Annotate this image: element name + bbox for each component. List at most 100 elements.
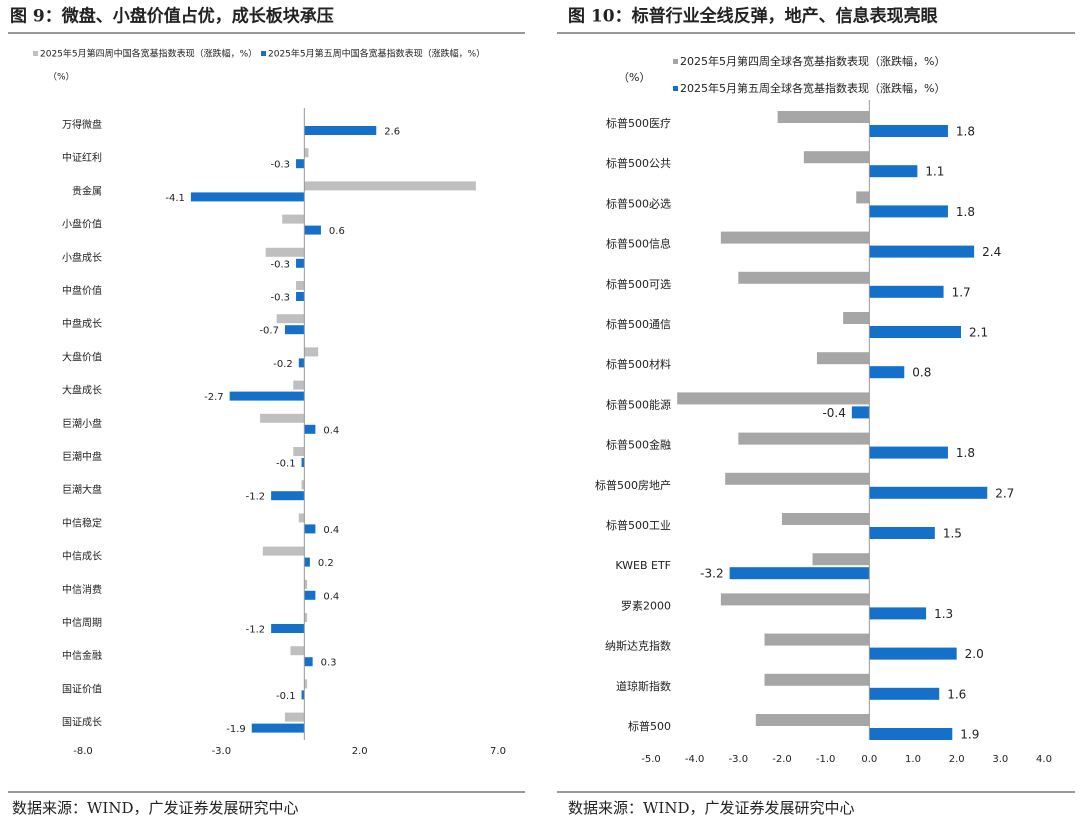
- value-label: 0.4: [323, 525, 339, 536]
- bar: [190, 192, 305, 202]
- bar: [301, 690, 305, 700]
- value-label: -4.1: [165, 193, 185, 204]
- value-label: 1.6: [947, 687, 966, 701]
- bar: [869, 446, 948, 459]
- value-label: 1.5: [943, 527, 962, 541]
- value-label: 2.1: [969, 326, 988, 340]
- bar: [293, 380, 305, 390]
- value-label: -0.4: [822, 406, 845, 420]
- bar: [304, 347, 319, 357]
- bar: [284, 325, 305, 335]
- bar: [276, 314, 305, 324]
- value-label: -3.2: [700, 567, 723, 581]
- unit-label: （%）: [618, 71, 650, 84]
- category-label: 中信消费: [62, 583, 102, 596]
- category-label: 万得微盘: [62, 118, 102, 131]
- bar: [304, 657, 313, 667]
- category-label: 标普500房地产: [595, 478, 671, 492]
- bar: [301, 480, 305, 490]
- bar: [869, 527, 935, 539]
- value-label: 1.8: [956, 125, 975, 139]
- bar: [296, 292, 305, 301]
- bar: [284, 712, 305, 722]
- legend-label: 2025年5月第五周中国各宽基指数表现（涨跌幅，%）: [268, 48, 485, 60]
- category-label: 大盘价值: [62, 350, 102, 363]
- bar: [290, 646, 305, 656]
- value-label: 1.8: [956, 446, 975, 460]
- bar: [296, 159, 305, 169]
- bar: [271, 624, 305, 633]
- bar: [304, 148, 309, 158]
- category-label: 标普500通信: [606, 317, 671, 331]
- legend-swatch: [673, 59, 678, 64]
- value-label: 0.6: [329, 226, 345, 237]
- bar: [293, 447, 305, 456]
- bar: [729, 567, 870, 580]
- bar: [856, 191, 870, 204]
- category-label: 小盘成长: [62, 251, 102, 264]
- category-label: 标普500材料: [606, 357, 671, 371]
- bar: [869, 728, 953, 740]
- chart-title: 图 10：标普行业全线反弹，地产、信息表现亮眼: [568, 6, 938, 27]
- bar: [869, 285, 944, 298]
- legend-swatch: [261, 51, 266, 56]
- bar: [755, 714, 870, 726]
- category-label: 中证红利: [62, 151, 102, 164]
- x-tick-label: 2.0: [352, 746, 368, 757]
- category-label: 巨潮中盘: [62, 450, 102, 463]
- bar: [229, 391, 305, 401]
- x-tick-label: 4.0: [1036, 754, 1052, 765]
- bar: [720, 231, 870, 244]
- category-label: 标普500必选: [606, 196, 671, 210]
- bar: [869, 647, 957, 660]
- x-tick-label: 7.0: [490, 746, 506, 757]
- category-label: 中盘价值: [62, 284, 102, 297]
- legend-label: 2025年5月第五周全球各宽基指数表现（涨跌幅，%）: [680, 81, 945, 95]
- value-label: 1.8: [956, 205, 975, 219]
- bar: [296, 258, 305, 268]
- source-note: 数据来源：WIND，广发证券发展研究中心: [12, 799, 299, 817]
- category-label: 中信金融: [62, 649, 102, 662]
- value-label: 2.7: [995, 486, 1014, 500]
- value-label: 0.8: [912, 366, 931, 380]
- value-label: -2.7: [204, 392, 224, 403]
- value-label: -1.2: [246, 492, 266, 503]
- bar: [816, 352, 870, 365]
- bar: [298, 358, 305, 368]
- value-label: 1.9: [960, 728, 979, 742]
- value-label: -0.7: [259, 326, 279, 337]
- category-label: 小盘价值: [62, 218, 102, 231]
- x-tick-label: 2.0: [949, 754, 965, 765]
- category-label: 大盘成长: [62, 384, 102, 397]
- bar: [260, 413, 305, 423]
- bar: [764, 673, 870, 686]
- bar: [677, 392, 870, 405]
- bar: [843, 312, 870, 324]
- category-label: 标普500医疗: [606, 116, 671, 130]
- category-label: 国证成长: [62, 717, 102, 729]
- value-label: -0.2: [273, 359, 293, 370]
- bar: [304, 679, 308, 689]
- value-label: 1.1: [925, 165, 944, 179]
- bar: [296, 281, 305, 290]
- x-tick-label: -3.0: [729, 754, 749, 765]
- unit-label: （%）: [48, 72, 75, 83]
- category-label: 标普500能源: [606, 397, 671, 411]
- bar: [304, 524, 316, 534]
- x-tick-label: -3.0: [212, 746, 232, 757]
- bar: [282, 214, 305, 224]
- value-label: -1.2: [246, 625, 266, 636]
- legend-swatch: [673, 86, 678, 91]
- value-label: -0.1: [276, 459, 296, 470]
- bar: [251, 723, 305, 733]
- x-tick-label: 3.0: [992, 754, 1008, 765]
- category-label: 标普500信息: [606, 237, 671, 251]
- bar: [869, 607, 927, 620]
- category-label: KWEB ETF: [615, 559, 671, 572]
- category-label: 罗素2000: [621, 599, 671, 612]
- bar: [298, 513, 305, 523]
- bar: [812, 553, 870, 566]
- legend-label: 2025年5月第四周中国各宽基指数表现（涨跌幅，%）: [40, 48, 257, 60]
- category-label: 中信成长: [62, 550, 102, 563]
